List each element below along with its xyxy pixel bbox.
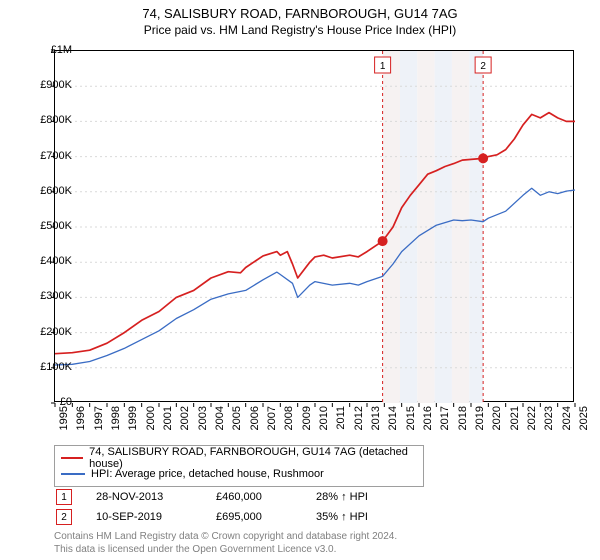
x-tick-label: 1995 — [58, 406, 70, 438]
x-tick-label: 2001 — [162, 406, 174, 438]
footer-line: Contains HM Land Registry data © Crown c… — [54, 530, 397, 543]
x-tick-label: 2023 — [543, 406, 555, 438]
x-tick-label: 2004 — [214, 406, 226, 438]
footer-line: This data is licensed under the Open Gov… — [54, 543, 397, 556]
y-tick-label: £700K — [40, 150, 72, 162]
y-tick-label: £200K — [40, 326, 72, 338]
chart-container: 74, SALISBURY ROAD, FARNBOROUGH, GU14 7A… — [0, 0, 600, 560]
x-tick-label: 2020 — [491, 406, 503, 438]
x-tick-label: 2013 — [370, 406, 382, 438]
y-tick-label: £400K — [40, 255, 72, 267]
x-tick-label: 2000 — [145, 406, 157, 438]
y-tick-label: £900K — [40, 79, 72, 91]
x-tick-label: 2003 — [197, 406, 209, 438]
annotation-badge: 2 — [56, 509, 72, 525]
x-tick-label: 1999 — [127, 406, 139, 438]
x-tick-label: 2014 — [387, 406, 399, 438]
annotation-row: 1 28-NOV-2013 £460,000 28% ↑ HPI — [56, 489, 368, 505]
x-tick-label: 2016 — [422, 406, 434, 438]
annotation-badge: 1 — [56, 489, 72, 505]
x-tick-label: 2021 — [509, 406, 521, 438]
x-tick-label: 2012 — [353, 406, 365, 438]
y-tick-label: £800K — [40, 114, 72, 126]
x-tick-label: 2002 — [179, 406, 191, 438]
x-tick-label: 2017 — [439, 406, 451, 438]
x-tick-label: 2011 — [335, 406, 347, 438]
legend: 74, SALISBURY ROAD, FARNBOROUGH, GU14 7A… — [54, 445, 424, 487]
x-tick-label: 2025 — [578, 406, 590, 438]
x-tick-label: 2009 — [301, 406, 313, 438]
annotation-delta: 35% ↑ HPI — [316, 511, 368, 523]
annotation-date: 10-SEP-2019 — [96, 511, 216, 523]
x-tick-label: 2019 — [474, 406, 486, 438]
legend-label: HPI: Average price, detached house, Rush… — [91, 468, 324, 480]
annotation-delta: 28% ↑ HPI — [316, 491, 368, 503]
y-tick-label: £300K — [40, 290, 72, 302]
title-block: 74, SALISBURY ROAD, FARNBOROUGH, GU14 7A… — [0, 0, 600, 39]
x-tick-label: 2005 — [231, 406, 243, 438]
x-tick-label: 2006 — [249, 406, 261, 438]
chart-svg: 12 — [55, 51, 575, 403]
x-tick-label: 2010 — [318, 406, 330, 438]
title-address: 74, SALISBURY ROAD, FARNBOROUGH, GU14 7A… — [0, 6, 600, 21]
legend-label: 74, SALISBURY ROAD, FARNBOROUGH, GU14 7A… — [89, 446, 417, 470]
annotation-date: 28-NOV-2013 — [96, 491, 216, 503]
x-tick-label: 2022 — [526, 406, 538, 438]
svg-text:2: 2 — [480, 61, 486, 72]
legend-swatch — [61, 473, 85, 475]
y-tick-label: £100K — [40, 361, 72, 373]
y-tick-label: £600K — [40, 185, 72, 197]
annotation-price: £460,000 — [216, 491, 316, 503]
y-tick-label: £500K — [40, 220, 72, 232]
legend-swatch — [61, 457, 83, 459]
y-tick-label: £1M — [51, 44, 72, 56]
x-tick-label: 2007 — [266, 406, 278, 438]
annotation-price: £695,000 — [216, 511, 316, 523]
x-tick-label: 2018 — [457, 406, 469, 438]
x-tick-label: 1997 — [93, 406, 105, 438]
x-tick-label: 2024 — [561, 406, 573, 438]
annotation-number: 2 — [61, 512, 67, 523]
annotation-number: 1 — [61, 492, 67, 503]
x-tick-label: 1998 — [110, 406, 122, 438]
chart-plot-area: 12 — [54, 50, 574, 402]
x-tick-label: 1996 — [75, 406, 87, 438]
x-tick-label: 2015 — [405, 406, 417, 438]
annotation-row: 2 10-SEP-2019 £695,000 35% ↑ HPI — [56, 509, 368, 525]
svg-text:1: 1 — [380, 61, 386, 72]
footer: Contains HM Land Registry data © Crown c… — [54, 530, 397, 556]
legend-item: 74, SALISBURY ROAD, FARNBOROUGH, GU14 7A… — [61, 450, 417, 466]
x-tick-label: 2008 — [283, 406, 295, 438]
title-subtitle: Price paid vs. HM Land Registry's House … — [0, 23, 600, 37]
